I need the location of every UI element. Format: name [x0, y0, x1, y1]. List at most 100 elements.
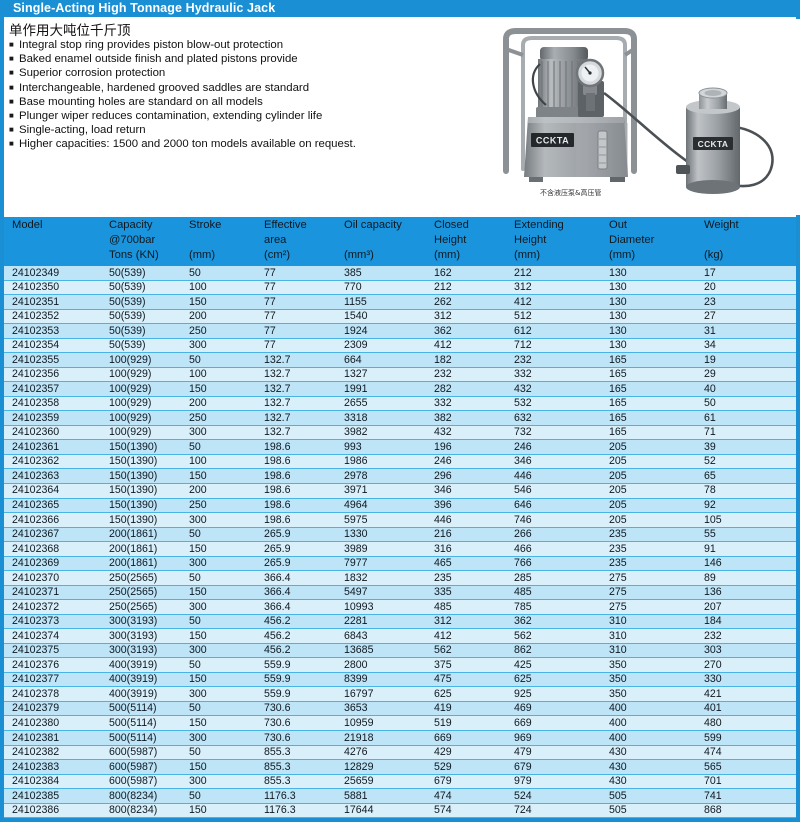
cell-capacity: 200(1861) — [109, 557, 158, 570]
table-row[interactable]: 24102378 400(3919) 300 559.9 16797 625 925 350 4… — [4, 687, 796, 702]
table-header-row: Model Capacity @700bar Tons (KN) Stroke … — [4, 217, 796, 266]
table-row[interactable]: 24102370 250(2565) 50 366.4 1832 235 285 275 89 — [4, 571, 796, 586]
square-bullet-icon — [9, 52, 19, 66]
cell-capacity: 150(1390) — [109, 513, 158, 526]
cell-capacity: 50(539) — [109, 266, 146, 279]
cell-model: 24102380 — [12, 716, 60, 729]
table-row[interactable]: 24102383 600(5987) 150 855.3 12829 529 679 430 5… — [4, 760, 796, 775]
cell-out-diameter: 205 — [609, 469, 627, 482]
column-header-extending-height-l2: Height — [514, 234, 547, 246]
table-row[interactable]: 24102384 600(5987) 300 855.3 25659 679 979 430 7… — [4, 774, 796, 790]
cell-out-diameter: 130 — [609, 295, 627, 308]
cell-capacity: 500(5114) — [109, 731, 157, 744]
cell-oil-capacity: 3989 — [344, 542, 368, 555]
cell-weight: 40 — [704, 382, 716, 395]
cell-model: 24102378 — [12, 687, 60, 700]
table-row[interactable]: 24102358 100(929) 200 132.7 2655 332 532 165 50 — [4, 396, 796, 412]
cell-weight: 27 — [704, 310, 716, 323]
cell-weight: 20 — [704, 281, 716, 294]
cell-closed-height: 162 — [434, 266, 452, 279]
column-header-closed-height-l1: Closed — [434, 219, 469, 231]
cell-capacity: 400(3919) — [109, 673, 158, 686]
table-row[interactable]: 24102376 400(3919) 50 559.9 2800 375 425 350 270 — [4, 658, 796, 673]
cell-extending-height: 612 — [514, 324, 532, 337]
cell-closed-height: 212 — [434, 281, 452, 294]
cell-out-diameter: 505 — [609, 804, 627, 817]
column-header-weight-l1: Weight — [704, 219, 739, 231]
table-row[interactable]: 24102382 600(5987) 50 855.3 4276 429 479 430 474 — [4, 745, 796, 761]
table-row[interactable]: 24102353 50(539) 250 77 1924 362 612 130 31 — [4, 324, 796, 339]
cell-extending-height: 446 — [514, 469, 532, 482]
column-header-capacity-l1: Capacity — [109, 219, 153, 231]
table-row[interactable]: 24102363 150(1390) 150 198.6 2978 296 446 205 65 — [4, 469, 796, 484]
cell-closed-height: 574 — [434, 804, 452, 817]
table-row[interactable]: 24102357 100(929) 150 132.7 1991 282 432 165 40 — [4, 382, 796, 397]
column-header-capacity-l3: Tons (KN) — [109, 249, 159, 261]
cell-model: 24102363 — [12, 469, 60, 482]
table-row[interactable]: 24102364 150(1390) 200 198.6 3971 346 546 205 78 — [4, 483, 796, 499]
cell-weight: 29 — [704, 368, 716, 381]
feature-text: Baked enamel outside finish and plated p… — [19, 53, 298, 66]
table-row[interactable]: 24102356 100(929) 100 132.7 1327 232 332 165 29 — [4, 367, 796, 383]
cell-extending-height: 862 — [514, 644, 532, 657]
table-row[interactable]: 24102371 250(2565) 150 366.4 5497 335 485 275 13… — [4, 585, 796, 601]
table-row[interactable]: 24102381 500(5114) 300 730.6 21918 669 969 400 5… — [4, 731, 796, 746]
cell-out-diameter: 350 — [609, 687, 627, 700]
cell-weight: 303 — [704, 644, 722, 657]
table-row[interactable]: 24102368 200(1861) 150 265.9 3989 316 466 235 91 — [4, 542, 796, 557]
cell-oil-capacity: 5975 — [344, 513, 368, 526]
table-row[interactable]: 24102349 50(539) 50 77 385 162 212 130 17 — [4, 266, 796, 281]
cell-stroke: 50 — [189, 702, 201, 715]
table-row[interactable]: 24102354 50(539) 300 77 2309 412 712 130 34 — [4, 338, 796, 354]
cell-model: 24102377 — [12, 673, 60, 686]
table-row[interactable]: 24102355 100(929) 50 132.7 664 182 232 165 19 — [4, 353, 796, 368]
table-row[interactable]: 24102352 50(539) 200 77 1540 312 512 130 27 — [4, 309, 796, 325]
table-row[interactable]: 24102375 300(3193) 300 456.2 13685 562 862 310 3… — [4, 643, 796, 659]
cell-oil-capacity: 7977 — [344, 557, 368, 570]
cell-model: 24102371 — [12, 586, 60, 599]
cell-closed-height: 465 — [434, 557, 452, 570]
cell-stroke: 150 — [189, 804, 207, 817]
cell-effective-area: 265.9 — [264, 542, 291, 555]
cell-out-diameter: 350 — [609, 673, 627, 686]
cell-weight: 50 — [704, 397, 716, 410]
table-row[interactable]: 24102380 500(5114) 150 730.6 10959 519 669 400 4… — [4, 716, 796, 731]
table-row[interactable]: 24102362 150(1390) 100 198.6 1986 246 346 205 52 — [4, 454, 796, 470]
cell-out-diameter: 130 — [609, 324, 627, 337]
cell-closed-height: 485 — [434, 600, 452, 613]
table-row[interactable]: 24102366 150(1390) 300 198.6 5975 446 746 205 10… — [4, 513, 796, 528]
cell-capacity: 250(2565) — [109, 571, 158, 584]
cell-weight: 741 — [704, 789, 722, 802]
cell-effective-area: 198.6 — [264, 513, 291, 526]
cell-extending-height: 732 — [514, 426, 532, 439]
cell-effective-area: 265.9 — [264, 528, 291, 541]
cell-out-diameter: 275 — [609, 571, 627, 584]
cell-stroke: 300 — [189, 513, 207, 526]
table-row[interactable]: 24102367 200(1861) 50 265.9 1330 216 266 235 55 — [4, 527, 796, 543]
table-row[interactable]: 24102350 50(539) 100 77 770 212 312 130 20 — [4, 280, 796, 296]
table-row[interactable]: 24102372 250(2565) 300 366.4 10993 485 785 275 2… — [4, 600, 796, 615]
cell-effective-area: 77 — [264, 281, 276, 294]
table-row[interactable]: 24102361 150(1390) 50 198.6 993 196 246 205 39 — [4, 440, 796, 455]
table-row[interactable]: 24102359 100(929) 250 132.7 3318 382 632 165 61 — [4, 411, 796, 426]
table-row[interactable]: 24102373 300(3193) 50 456.2 2281 312 362 310 184 — [4, 614, 796, 630]
column-header-out-diameter-l3: (mm) — [609, 249, 636, 261]
cell-effective-area: 198.6 — [264, 469, 291, 482]
table-row[interactable]: 24102377 400(3919) 150 559.9 8399 475 625 350 33… — [4, 672, 796, 688]
table-row[interactable]: 24102386 800(8234) 150 1176.3 17644 574 724 505… — [4, 803, 796, 819]
table-row[interactable]: 24102360 100(929) 300 132.7 3982 432 732 165 71 — [4, 425, 796, 441]
table-row[interactable]: 24102379 500(5114) 50 730.6 3653 419 469 400 401 — [4, 701, 796, 717]
cell-weight: 31 — [704, 324, 716, 337]
cell-oil-capacity: 770 — [344, 281, 362, 294]
cell-model: 24102367 — [12, 528, 60, 541]
square-bullet-icon — [9, 66, 19, 80]
table-row[interactable]: 24102385 800(8234) 50 1176.3 5881 474 524 505 74… — [4, 789, 796, 804]
cell-oil-capacity: 2309 — [344, 339, 368, 352]
table-row[interactable]: 24102374 300(3193) 150 456.2 6843 412 562 310 23… — [4, 629, 796, 644]
cell-out-diameter: 310 — [609, 644, 627, 657]
table-row[interactable]: 24102351 50(539) 150 77 1155 262 412 130 23 — [4, 295, 796, 310]
table-row[interactable]: 24102365 150(1390) 250 198.6 4964 396 646 205 92 — [4, 498, 796, 514]
table-row[interactable]: 24102369 200(1861) 300 265.9 7977 465 766 235 14… — [4, 556, 796, 572]
cell-closed-height: 446 — [434, 513, 452, 526]
